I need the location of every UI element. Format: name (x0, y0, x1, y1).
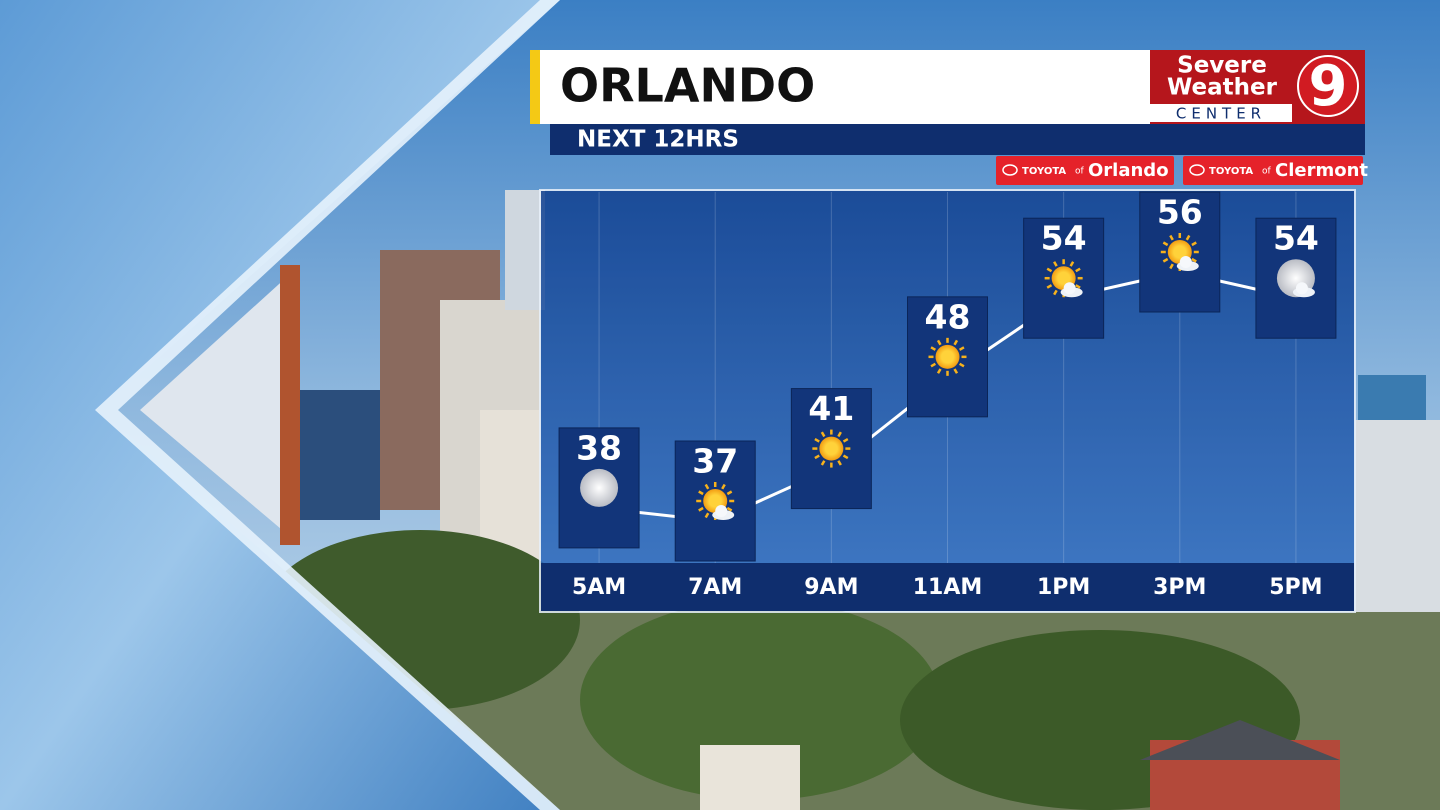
sun-ray (953, 339, 959, 346)
weather-icon (696, 482, 735, 520)
sun-ray (1169, 263, 1174, 270)
sun-ray (958, 362, 965, 368)
sponsor: TOYOTA of Clermont (1183, 156, 1368, 185)
sun-ray (1069, 261, 1075, 267)
sun-ray (936, 339, 942, 346)
temperature-label: 48 (925, 297, 971, 336)
x-tick-label: 9AM (804, 575, 858, 600)
sun-ray (930, 362, 937, 368)
weather-icon (1276, 259, 1315, 298)
sun-ray (726, 506, 733, 512)
x-tick-label: 1PM (1037, 575, 1090, 600)
sun-ray (1162, 241, 1169, 247)
plot: 5AM 7AM 9AM 11AM 1PM 3PM 5PM 38 37 41 48 54 56 54 (558, 191, 1337, 600)
sun-ray (1046, 267, 1053, 273)
sun-ray (936, 368, 942, 374)
temperature-label: 54 (1273, 219, 1319, 258)
sun-ray (1162, 257, 1169, 263)
temperature-label: 38 (576, 428, 622, 467)
moon (580, 468, 619, 507)
logo-line: Weather (1167, 75, 1278, 101)
sun-ray (814, 454, 820, 460)
sun-ray (837, 431, 842, 438)
title-accent (530, 50, 540, 124)
sponsor-brand: TOYOTA (1022, 166, 1066, 177)
cloud (1063, 282, 1076, 295)
logo-number: 9 (1309, 54, 1348, 119)
subtitle-bar (550, 124, 1365, 155)
sun-ray (1075, 267, 1081, 273)
x-tick-label: 3PM (1153, 575, 1206, 600)
x-tick-label: 5PM (1269, 575, 1322, 600)
sun-ray (820, 431, 826, 438)
sun-ray (1046, 284, 1053, 289)
sun-ray (837, 460, 842, 466)
sun-ray (1185, 234, 1191, 241)
sun-ray (726, 490, 733, 496)
sponsor-of: of (1262, 167, 1272, 177)
sun-ray (1169, 234, 1174, 241)
sun-ray (953, 368, 959, 374)
weather-icon (928, 337, 967, 376)
sun-ray (1191, 241, 1197, 247)
cloud (715, 505, 728, 517)
x-tick-label: 5AM (572, 575, 626, 600)
cloud (1295, 282, 1308, 295)
chart-subtitle: NEXT 12HRS (577, 127, 739, 153)
x-tick-label: 11AM (913, 575, 983, 600)
logo-line: Severe (1177, 53, 1267, 79)
sun-ray (704, 512, 710, 519)
sun-ray (1191, 257, 1197, 263)
chart-title: ORLANDO (560, 59, 815, 113)
sun-ray (842, 437, 849, 443)
time-row (541, 563, 1354, 611)
temperature-label: 41 (808, 389, 854, 428)
logo: Severe Weather CENTER 9 (1150, 50, 1365, 124)
cloud (1179, 256, 1192, 268)
sun-ray (721, 483, 726, 490)
sun-ray (698, 490, 704, 496)
sun-ray (1075, 284, 1081, 289)
sun-ray (820, 460, 826, 466)
sun (819, 436, 844, 461)
sponsor-name: Orlando (1088, 160, 1169, 181)
sun (935, 344, 960, 369)
sponsor-brand: TOYOTA (1209, 166, 1253, 177)
sun-ray (1053, 289, 1058, 296)
sponsor-of: of (1075, 167, 1085, 177)
sun-ray (698, 506, 704, 512)
sun-ray (842, 454, 849, 460)
x-tick-label: 7AM (688, 575, 742, 600)
sponsor-name: Clermont (1275, 160, 1368, 181)
weather-icon (1160, 233, 1199, 271)
chevron-decoration (0, 0, 560, 810)
temperature-label: 56 (1157, 193, 1203, 232)
temperature-label: 37 (692, 442, 738, 481)
temperature-label: 54 (1041, 219, 1087, 258)
weather-icon (812, 429, 851, 468)
sun-ray (958, 346, 965, 351)
logo-line: CENTER (1176, 105, 1266, 123)
weather-icon (1044, 259, 1083, 298)
sun-ray (930, 346, 937, 351)
title-bar (530, 50, 1150, 124)
sun-ray (814, 437, 820, 443)
sun-ray (704, 483, 710, 490)
weather-icon (580, 468, 619, 507)
sponsor: TOYOTA of Orlando (996, 156, 1174, 185)
sun-ray (1053, 261, 1058, 267)
